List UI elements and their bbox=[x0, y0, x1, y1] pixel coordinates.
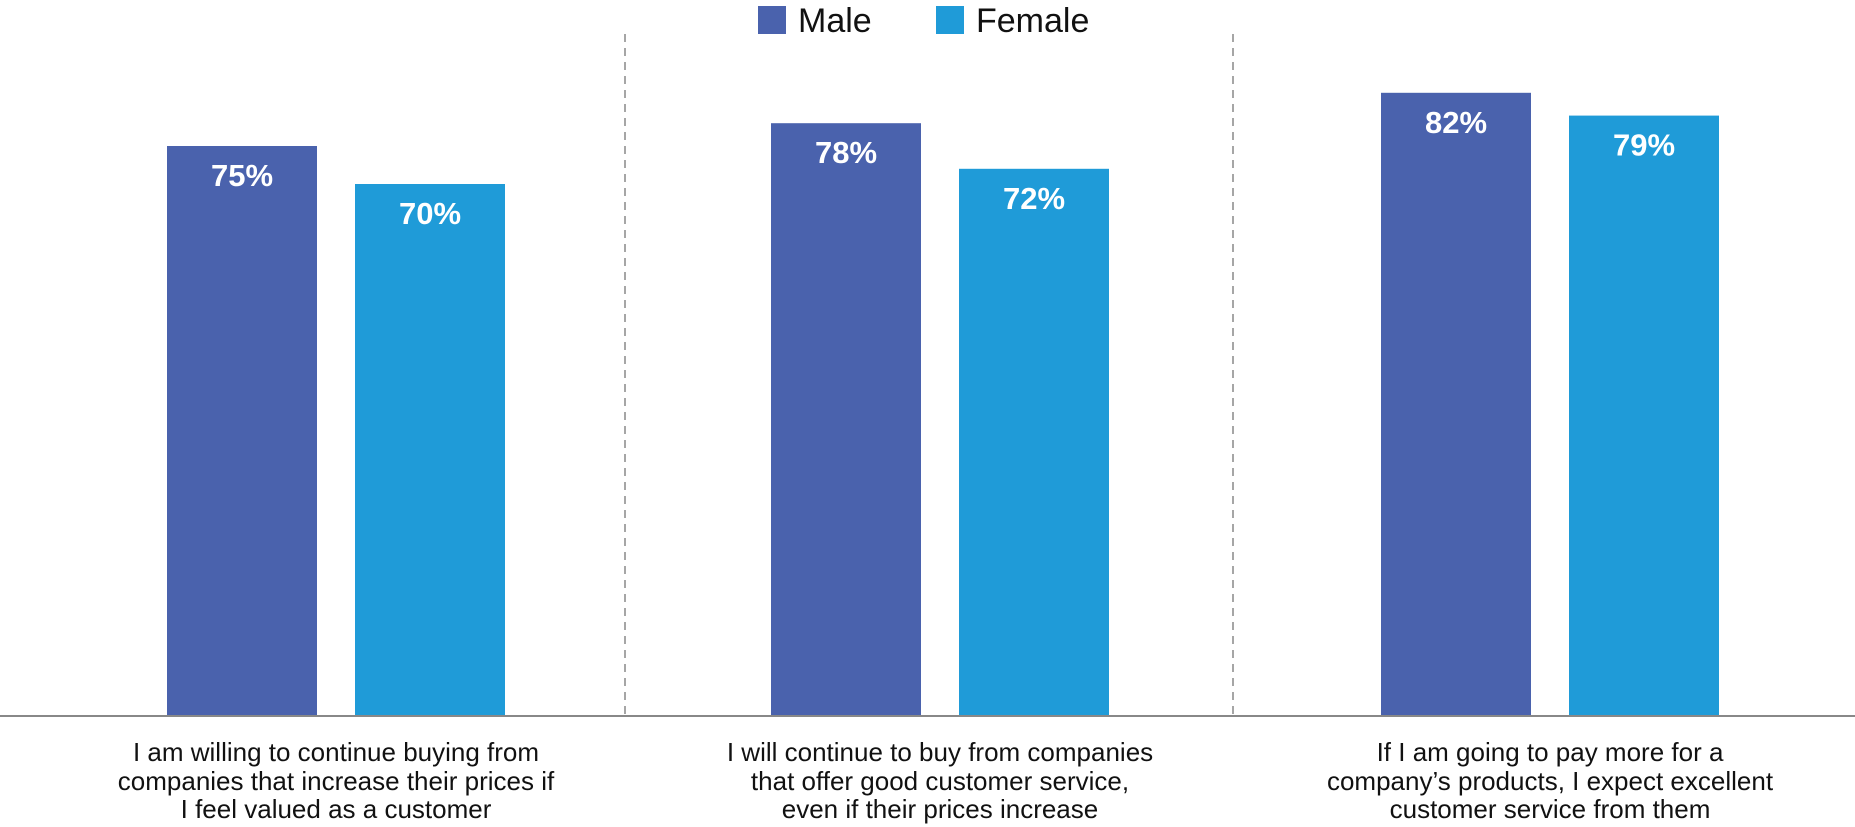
bars bbox=[167, 92, 1719, 717]
category-label-3-line-1: If I am going to pay more for a bbox=[1377, 737, 1724, 767]
category-label-1-line-3: I feel valued as a customer bbox=[181, 794, 492, 824]
category-label-2-line-2: that offer good customer service, bbox=[751, 766, 1129, 796]
bar-label-male-1: 75% bbox=[211, 158, 273, 193]
category-label-2-line-3: even if their prices increase bbox=[782, 794, 1098, 824]
legend-swatch-female bbox=[936, 6, 964, 34]
bar-label-female-2: 72% bbox=[1003, 181, 1065, 216]
category-label-2: I will continue to buy from companiestha… bbox=[727, 737, 1153, 824]
legend-item-male: Male bbox=[758, 2, 872, 40]
bar-label-male-2: 78% bbox=[815, 135, 877, 170]
bar-male-2 bbox=[771, 123, 921, 716]
category-label-2-line-1: I will continue to buy from companies bbox=[727, 737, 1153, 767]
bar-label-male-3: 82% bbox=[1425, 105, 1487, 140]
category-label-3-line-2: company’s products, I expect excellent bbox=[1327, 766, 1774, 796]
category-label-3-line-3: customer service from them bbox=[1390, 794, 1711, 824]
bar-female-3 bbox=[1569, 115, 1719, 717]
bar-female-1 bbox=[355, 184, 505, 716]
category-label-1: I am willing to continue buying fromcomp… bbox=[118, 737, 555, 824]
category-labels: I am willing to continue buying fromcomp… bbox=[118, 737, 1774, 824]
legend: Male Female bbox=[758, 2, 1089, 40]
category-label-1-line-2: companies that increase their prices if bbox=[118, 766, 555, 796]
bar-label-female-3: 79% bbox=[1613, 128, 1675, 163]
legend-item-female: Female bbox=[936, 2, 1089, 40]
category-label-1-line-1: I am willing to continue buying from bbox=[133, 737, 539, 767]
bar-male-3 bbox=[1381, 92, 1531, 717]
bar-male-1 bbox=[167, 146, 317, 716]
legend-label-female: Female bbox=[976, 2, 1089, 40]
legend-label-male: Male bbox=[798, 2, 872, 40]
group-dividers bbox=[624, 34, 1234, 716]
bar-value-labels: 75% 70% 78% 72% 82% 79% bbox=[211, 105, 1675, 231]
legend-swatch-male bbox=[758, 6, 786, 34]
category-label-3: If I am going to pay more for acompany’s… bbox=[1327, 737, 1774, 824]
bar-label-female-1: 70% bbox=[399, 196, 461, 231]
bar-female-2 bbox=[959, 168, 1109, 717]
